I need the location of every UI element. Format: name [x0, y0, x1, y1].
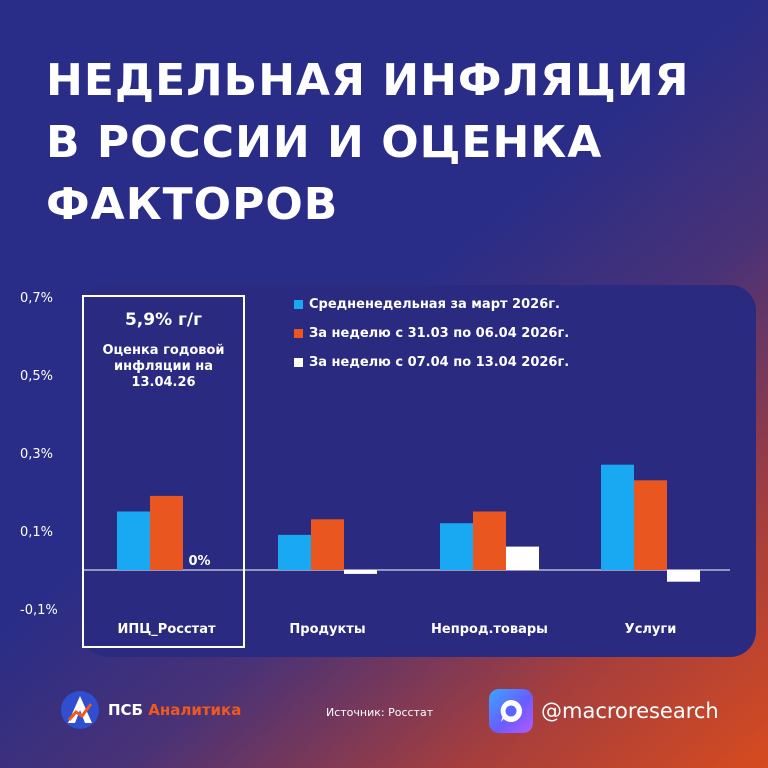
y-tick-label: 0,7%	[20, 291, 53, 306]
social-link[interactable]: @macroresearch	[489, 689, 719, 733]
bar-series-2	[634, 480, 667, 570]
bar-series-3	[506, 546, 539, 570]
brand-name-accent: Аналитика	[148, 701, 242, 719]
annual-inflation-label: Оценка годовой инфляции на 13.04.26	[102, 343, 225, 390]
legend-item-series-2: За неделю с 31.03 по 06.04 2026г.	[294, 319, 569, 348]
chart-panel	[82, 285, 756, 657]
bar-series-1	[278, 534, 311, 570]
y-tick-label: 0,3%	[20, 447, 53, 462]
page-title: НЕДЕЛЬНАЯ ИНФЛЯЦИЯ В РОССИИ И ОЦЕНКА ФАК…	[46, 50, 746, 236]
title-line-1: НЕДЕЛЬНАЯ ИНФЛЯЦИЯ	[46, 55, 690, 106]
y-tick-label: -0,1%	[20, 603, 58, 618]
chart-legend: Средненедельная за март 2026г. За неделю…	[294, 290, 569, 377]
source-note: Источник: Росстат	[326, 706, 434, 719]
bar-series-2	[311, 519, 344, 570]
x-tick-label: Непрод.товары	[431, 622, 548, 637]
data-label: 0%	[188, 554, 210, 569]
y-tick-label: 0,5%	[20, 369, 53, 384]
social-handle[interactable]: @macroresearch	[541, 699, 719, 723]
messenger-icon	[489, 689, 533, 733]
bar-series-1	[601, 464, 634, 570]
legend-swatch-series-1	[294, 300, 303, 309]
title-line-2: В РОССИИ И ОЦЕНКА	[46, 117, 603, 168]
legend-label-series-1: Средненедельная за март 2026г.	[309, 297, 560, 312]
legend-item-series-3: За неделю с 07.04 по 13.04 2026г.	[294, 348, 569, 377]
legend-swatch-series-3	[294, 358, 303, 367]
title-line-3: ФАКТОРОВ	[46, 179, 339, 230]
brand-logo: ПСБ Аналитика	[60, 690, 241, 730]
legend-label-series-3: За неделю с 07.04 по 13.04 2026г.	[309, 355, 570, 370]
x-tick-label: Услуги	[625, 622, 677, 637]
y-tick-label: 0,1%	[20, 525, 53, 540]
brand-name: ПСБ Аналитика	[108, 701, 241, 719]
chat-bubble-icon	[500, 699, 523, 722]
bar-series-2	[150, 495, 183, 570]
x-tick-label: ИПЦ_Росстат	[117, 622, 215, 637]
bar-series-2	[473, 511, 506, 570]
legend-swatch-series-2	[294, 329, 303, 338]
annual-inflation-value: 5,9% г/г	[124, 310, 203, 330]
bar-series-1	[117, 511, 150, 570]
bar-series-1	[440, 523, 473, 570]
legend-label-series-2: За неделю с 31.03 по 06.04 2026г.	[309, 326, 570, 341]
bar-series-3	[344, 570, 377, 574]
highlight-box: 5,9% г/г Оценка годовой инфляции на 13.0…	[82, 295, 245, 648]
bar-series-3	[667, 570, 700, 582]
x-tick-label: Продукты	[289, 622, 365, 637]
legend-item-series-1: Средненедельная за март 2026г.	[294, 290, 569, 319]
brand-name-prefix: ПСБ	[108, 701, 143, 719]
brand-logo-icon	[61, 691, 99, 729]
